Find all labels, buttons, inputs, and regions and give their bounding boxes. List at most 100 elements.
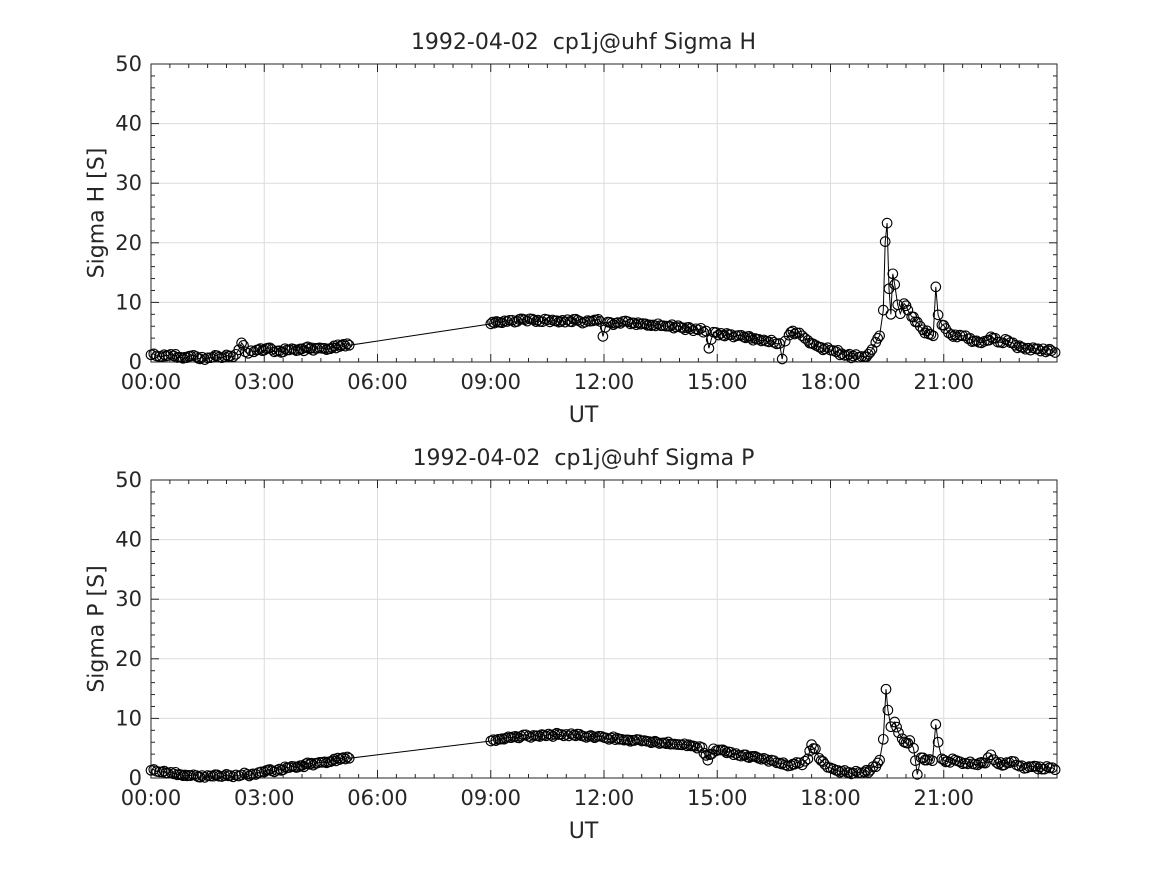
data-point-marker (925, 329, 937, 340)
data-point-marker (547, 731, 559, 742)
data-point-marker (1010, 339, 1021, 351)
data-point-marker (640, 318, 651, 330)
data-point-marker (628, 317, 640, 329)
data-point-marker (982, 752, 994, 764)
data-point-marker (687, 325, 699, 337)
data-point-marker (745, 332, 757, 344)
data-point-marker (880, 683, 892, 695)
data-point-marker (893, 727, 904, 739)
chart-title-sigma-p: 1992-04-02 cp1j@uhf Sigma P (412, 446, 755, 471)
data-point-marker (747, 334, 759, 346)
data-point-marker (304, 758, 315, 770)
data-point-marker (700, 325, 712, 337)
data-point-marker (219, 770, 230, 781)
y-tick-label: 10 (115, 706, 142, 730)
data-point-marker (525, 732, 537, 743)
x-tick-label: 15:00 (687, 370, 748, 394)
x-tick-label: 15:00 (687, 786, 748, 810)
data-point-marker (891, 721, 902, 733)
data-point-marker (306, 757, 317, 769)
data-point-marker (496, 317, 508, 329)
x-tick-label: 21:00 (913, 370, 974, 394)
data-point-marker (753, 334, 765, 345)
data-point-marker (802, 753, 814, 765)
y-tick-label: 30 (115, 171, 142, 195)
data-point-marker (908, 742, 919, 754)
data-point-marker (341, 338, 353, 350)
series-line (150, 223, 1056, 361)
data-point-marker (1037, 343, 1049, 355)
data-point-marker (238, 340, 249, 351)
data-point-marker (592, 313, 604, 325)
data-point-marker (549, 729, 561, 740)
data-point-marker (1049, 347, 1061, 358)
data-point-marker (691, 742, 703, 754)
data-point-marker (536, 316, 548, 328)
data-point-marker (794, 757, 805, 769)
data-point-marker (949, 329, 961, 341)
data-point-marker (971, 335, 982, 347)
data-point-marker (850, 349, 862, 360)
data-point-marker (985, 331, 997, 343)
data-point-marker (872, 757, 884, 769)
data-point-marker (679, 738, 690, 750)
data-point-marker (760, 754, 772, 765)
data-point-marker (725, 746, 737, 758)
data-point-marker (154, 766, 165, 778)
data-point-marker (1049, 764, 1061, 776)
data-point-marker (881, 217, 893, 229)
chart-title-sigma-h: 1992-04-02 cp1j@uhf Sigma H (410, 30, 757, 55)
data-point-marker (951, 331, 963, 343)
data-point-marker (177, 352, 189, 364)
data-point-marker (789, 328, 800, 340)
data-point-marker (861, 764, 872, 776)
data-point-marker (700, 750, 712, 761)
axis-ticks (150, 63, 1058, 363)
data-point-marker (544, 316, 556, 328)
data-point-marker (864, 764, 876, 776)
y-tick-label: 50 (115, 468, 142, 492)
data-point-marker (774, 338, 785, 349)
data-point-marker (717, 744, 729, 756)
panel-sigma-h: 00:00 03:00 06:00 09:00 12:00 15:00 18:00 21:00… (115, 52, 1061, 394)
data-point-marker (930, 281, 942, 293)
data-point-marker (219, 351, 230, 362)
series-sigma-h (145, 217, 1061, 365)
y-tick-label: 0 (129, 766, 142, 790)
data-point-marker (859, 766, 870, 778)
x-tick-label: 06:00 (347, 370, 408, 394)
x-tick-label: 21:00 (913, 786, 974, 810)
data-point-marker (199, 772, 211, 783)
data-point-marker (609, 734, 621, 745)
data-point-marker (693, 324, 704, 336)
x-tick-label: 09:00 (460, 370, 521, 394)
data-point-marker (1042, 344, 1053, 356)
y-tick-label: 30 (115, 587, 142, 611)
data-point-marker (623, 734, 634, 746)
data-point-marker (889, 279, 901, 290)
data-point-marker (553, 729, 565, 740)
data-point-marker (241, 769, 253, 780)
x-axis-label-ut-bottom: UT (568, 819, 599, 844)
data-point-marker (1039, 763, 1050, 775)
data-point-marker (606, 317, 617, 329)
data-point-marker (932, 736, 944, 748)
data-point-marker (911, 769, 923, 780)
data-point-marker (528, 314, 540, 326)
y-tick-label: 10 (115, 290, 142, 314)
data-point-marker (274, 763, 285, 775)
data-point-marker (789, 758, 800, 770)
data-point-marker (248, 346, 260, 358)
data-point-marker (196, 351, 208, 363)
data-point-marker (799, 755, 811, 767)
data-point-marker (652, 318, 664, 330)
data-point-marker (810, 743, 821, 755)
data-point-marker (338, 752, 349, 763)
data-point-marker (521, 315, 533, 327)
data-point-marker (194, 771, 206, 783)
data-point-marker (343, 752, 355, 764)
data-point-marker (898, 298, 910, 309)
data-point-marker (902, 304, 914, 316)
